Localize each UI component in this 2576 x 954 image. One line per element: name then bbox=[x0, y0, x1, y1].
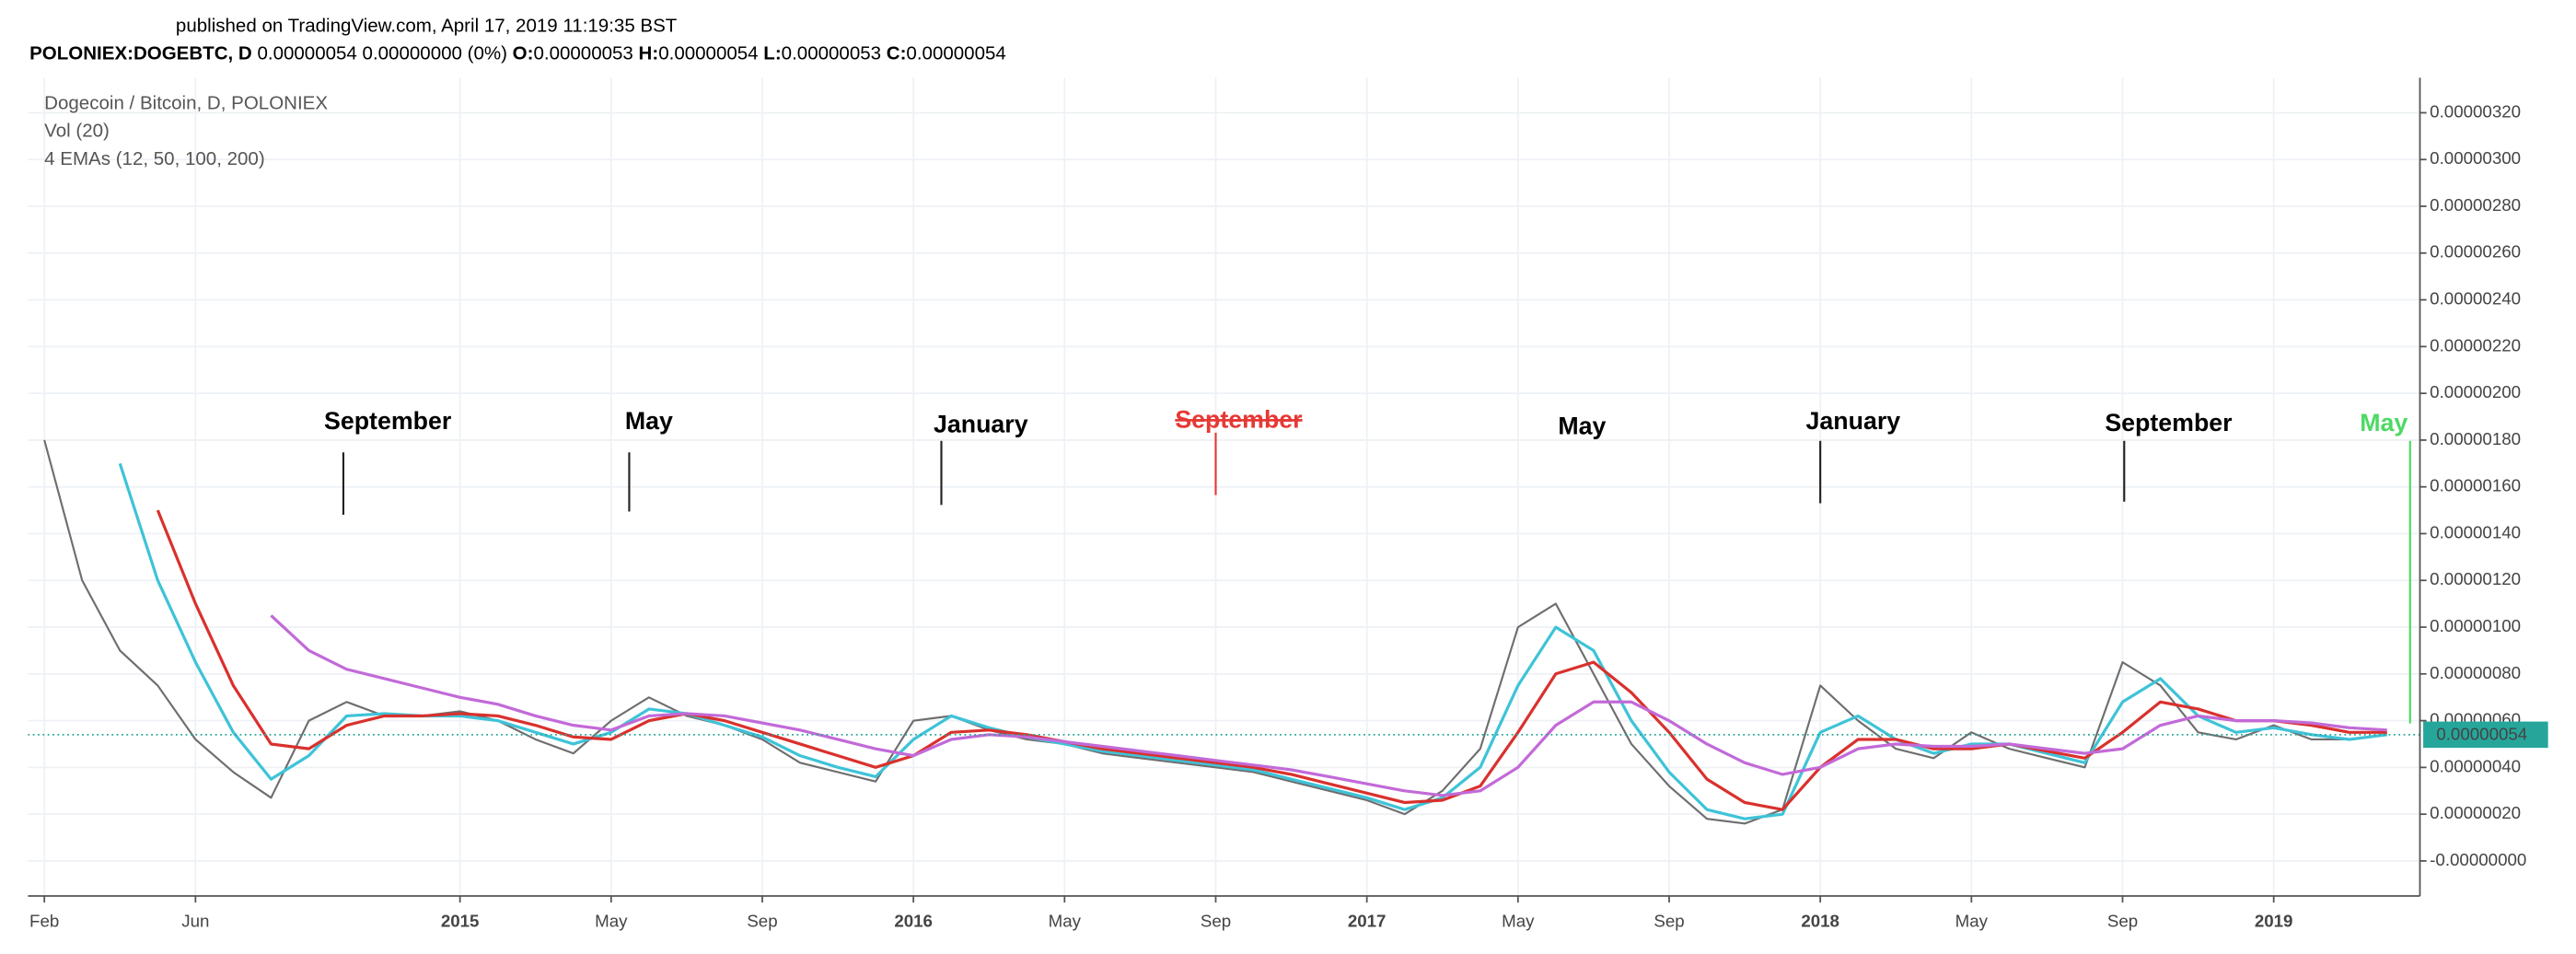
y-tick-label: 0.00000280 bbox=[2430, 195, 2521, 215]
x-tick-label: 2017 bbox=[1348, 912, 1387, 931]
legend-line: 4 EMAs (12, 50, 100, 200) bbox=[44, 148, 265, 169]
annotation: May bbox=[1558, 413, 1606, 440]
annotation: September bbox=[2105, 409, 2232, 436]
annotation: January bbox=[1806, 407, 1901, 435]
x-tick-label: 2018 bbox=[1801, 912, 1839, 931]
ohlc-value: 0.00000054 bbox=[658, 43, 758, 64]
y-tick-label: 0.00000320 bbox=[2430, 101, 2521, 121]
x-tick-label: Feb bbox=[29, 912, 59, 931]
ohlc-key: L: bbox=[763, 43, 781, 64]
x-tick-label: May bbox=[595, 912, 628, 931]
x-tick-label: Sep bbox=[1201, 912, 1231, 931]
series-line bbox=[270, 614, 2387, 797]
x-tick-label: Sep bbox=[747, 912, 777, 931]
x-tick-label: May bbox=[1049, 912, 1082, 931]
ohlc-value: 0.00000053 bbox=[782, 43, 881, 64]
ohlc-key: H: bbox=[639, 43, 659, 64]
legend-line: Dogecoin / Bitcoin, D, POLONIEX bbox=[44, 92, 328, 113]
y-tick-label: 0.00000300 bbox=[2430, 148, 2521, 168]
change: 0.00000054 0.00000000 (0%) bbox=[257, 43, 507, 64]
y-tick-label: -0.00000000 bbox=[2430, 850, 2526, 869]
x-tick-label: Sep bbox=[1654, 912, 1684, 931]
last-price-label: 0.00000054 bbox=[2436, 725, 2527, 744]
x-tick-label: 2019 bbox=[2255, 912, 2293, 931]
y-tick-label: 0.00000260 bbox=[2430, 242, 2521, 262]
legend-line: Vol (20) bbox=[44, 121, 110, 142]
x-tick-label: 2015 bbox=[441, 912, 480, 931]
annotation: January bbox=[934, 411, 1028, 438]
published-note: published on TradingView.com, April 17, … bbox=[176, 15, 678, 36]
y-tick-label: 0.00000080 bbox=[2430, 663, 2521, 682]
y-tick-label: 0.00000200 bbox=[2430, 382, 2521, 401]
annotation: May bbox=[2360, 409, 2408, 436]
last-price-box bbox=[2423, 721, 2548, 749]
symbol: POLONIEX:DOGEBTC, D bbox=[29, 43, 252, 64]
y-tick-label: 0.00000220 bbox=[2430, 335, 2521, 355]
annotation: September bbox=[324, 407, 451, 435]
symbol-line: POLONIEX:DOGEBTC, D 0.00000054 0.0000000… bbox=[29, 43, 1006, 64]
annotation: May bbox=[625, 407, 673, 435]
y-tick-label: 0.00000140 bbox=[2430, 522, 2521, 541]
y-tick-label: 0.00000040 bbox=[2430, 756, 2521, 775]
x-tick-label: Sep bbox=[2107, 912, 2138, 931]
y-tick-label: 0.00000160 bbox=[2430, 476, 2521, 495]
y-tick-label: 0.00000180 bbox=[2430, 429, 2521, 448]
x-tick-label: Jun bbox=[181, 912, 209, 931]
overlay: -0.000000000.000000200.000000400.0000006… bbox=[29, 101, 2548, 931]
ohlc-key: C: bbox=[887, 43, 907, 64]
ohlc-value: 0.00000054 bbox=[906, 43, 1005, 64]
plot-area bbox=[28, 439, 2420, 825]
y-tick-label: 0.00000100 bbox=[2430, 616, 2521, 635]
y-tick-label: 0.00000120 bbox=[2430, 569, 2521, 588]
annotation: September bbox=[1175, 405, 1302, 433]
ohlc-key: O: bbox=[513, 43, 534, 64]
x-tick-label: May bbox=[1502, 912, 1535, 931]
ohlc-value: 0.00000053 bbox=[533, 43, 632, 64]
y-tick-label: 0.00000240 bbox=[2430, 289, 2521, 308]
y-tick-label: 0.00000020 bbox=[2430, 803, 2521, 822]
x-tick-label: 2016 bbox=[894, 912, 933, 931]
x-tick-label: May bbox=[1955, 912, 1989, 931]
